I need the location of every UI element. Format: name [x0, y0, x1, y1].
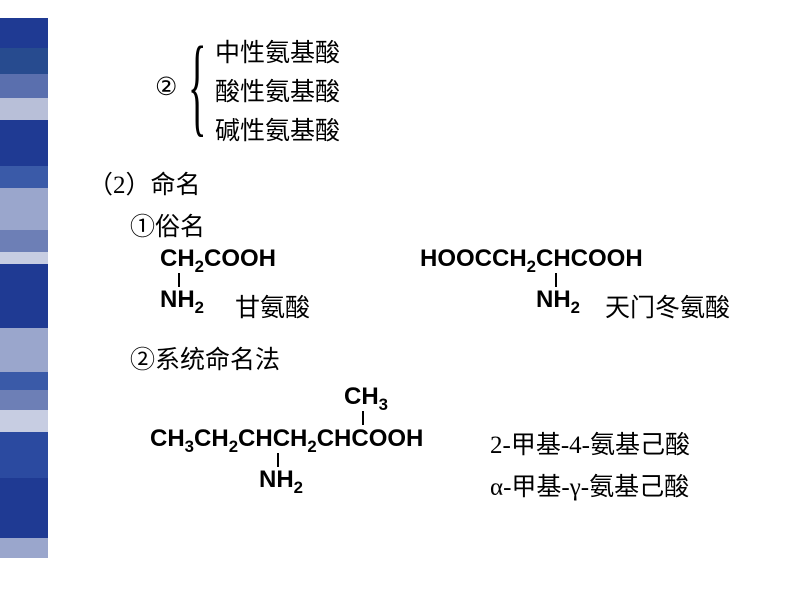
aspartic-label: 天门冬氨酸 [605, 288, 730, 324]
formula-text: CHCH [238, 425, 307, 452]
sidebar-stripe [0, 372, 48, 390]
slide: ② { 中性氨基酸 酸性氨基酸 碱性氨基酸 （2）命名 ①俗名 CH2COOH … [0, 0, 800, 600]
bond-line [178, 273, 180, 287]
sidebar-stripe [0, 390, 48, 410]
formula-text: NH [259, 466, 294, 493]
classification-item: 中性氨基酸 [215, 33, 340, 69]
sidebar-stripe [0, 410, 48, 432]
section-heading: （2）命名 [88, 165, 201, 201]
classification-marker: ② [155, 72, 177, 102]
formula-sub: 2 [571, 298, 580, 317]
formula-text: NH [160, 286, 195, 313]
formula-sub: 2 [195, 298, 204, 317]
bond-line [277, 453, 279, 467]
decorative-sidebar [0, 0, 48, 600]
formula-text: CH [344, 383, 379, 410]
aspartic-formula-line1: HOOCCH2CHCOOH [420, 245, 643, 277]
formula-sub: 2 [195, 257, 204, 276]
slide-content: ② { 中性氨基酸 酸性氨基酸 碱性氨基酸 （2）命名 ①俗名 CH2COOH … [60, 0, 800, 600]
formula-sub: 2 [527, 257, 536, 276]
formula-text: HOOCCH [420, 245, 527, 272]
formula-text: CHCOOH [317, 425, 424, 452]
sidebar-stripe [0, 328, 48, 372]
systematic-name-2: α-甲基-γ-氨基己酸 [490, 467, 689, 503]
classification-item: 酸性氨基酸 [215, 72, 340, 108]
brace: { [188, 30, 206, 140]
glycine-label: 甘氨酸 [235, 288, 310, 324]
formula-text: CH [160, 245, 195, 272]
sidebar-stripe [0, 252, 48, 264]
sidebar-stripe [0, 74, 48, 98]
sidebar-stripe [0, 478, 48, 538]
formula-text: CH [150, 425, 185, 452]
formula-sub: 3 [185, 437, 194, 456]
classification-item: 碱性氨基酸 [215, 111, 340, 147]
formula-sub: 3 [379, 395, 388, 414]
sidebar-stripe [0, 98, 48, 120]
sidebar-stripe [0, 432, 48, 478]
formula-text: NH [536, 286, 571, 313]
systematic-name-1: 2-甲基-4-氨基己酸 [490, 425, 690, 461]
aspartic-formula-line2: NH2 [536, 286, 580, 318]
sidebar-stripe [0, 0, 48, 18]
formula-sub: 2 [229, 437, 238, 456]
sidebar-stripe [0, 188, 48, 230]
bond-line [362, 411, 364, 425]
glycine-formula-line2: NH2 [160, 286, 204, 318]
subheading-common-name: ①俗名 [130, 207, 205, 243]
systematic-main-chain: CH3CH2CHCH2CHCOOH [150, 425, 423, 457]
formula-text: COOH [204, 245, 276, 272]
formula-sub: 2 [307, 437, 316, 456]
sidebar-stripe [0, 48, 48, 74]
sidebar-stripe [0, 120, 48, 166]
subheading-systematic: ②系统命名法 [130, 340, 280, 376]
systematic-nh2: NH2 [259, 466, 303, 498]
formula-sub: 2 [294, 478, 303, 497]
sidebar-stripe [0, 538, 48, 558]
bond-line [555, 273, 557, 287]
formula-text: CH [194, 425, 229, 452]
sidebar-stripe [0, 18, 48, 48]
sidebar-stripe [0, 558, 48, 600]
formula-text: CHCOOH [536, 245, 643, 272]
sidebar-stripe [0, 264, 48, 328]
systematic-top-group: CH3 [344, 383, 388, 415]
sidebar-stripe [0, 166, 48, 188]
sidebar-stripe [0, 230, 48, 252]
